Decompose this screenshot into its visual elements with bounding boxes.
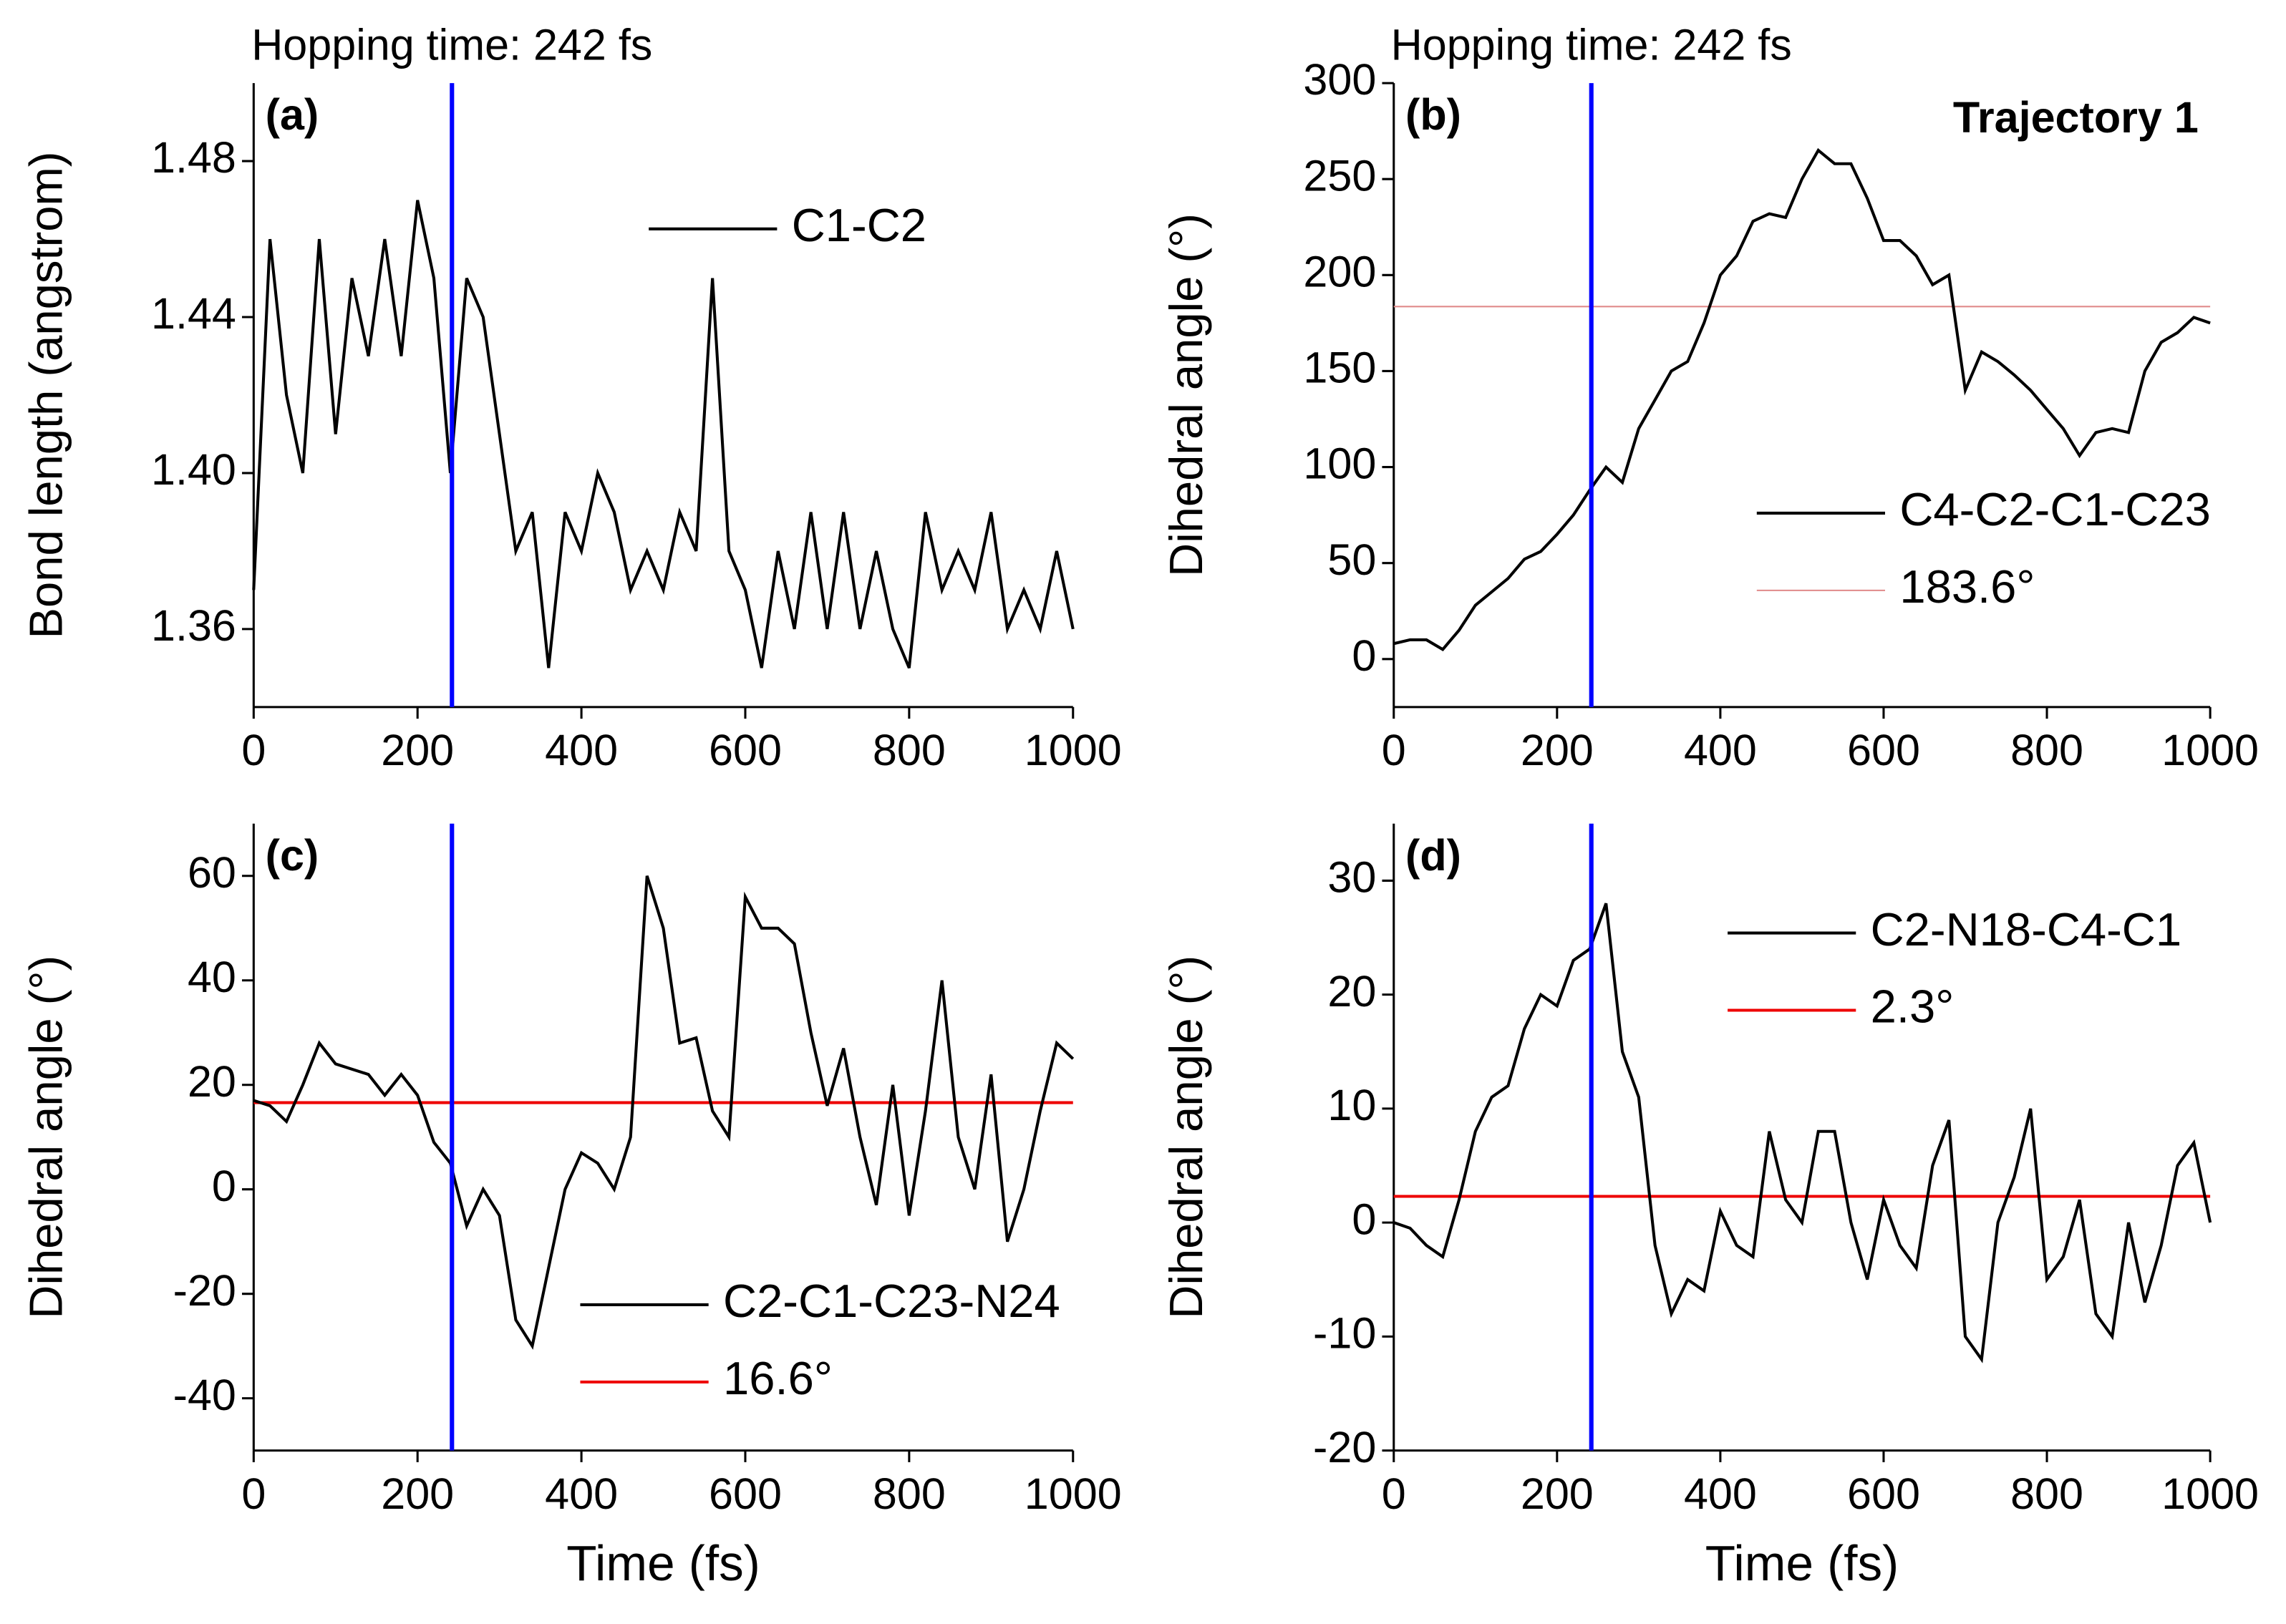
x-tick-label: 800 [2010,1469,2083,1518]
x-tick-label: 200 [1521,1469,1594,1518]
y-tick-label: 50 [1327,535,1376,584]
y-tick-label: -40 [173,1371,236,1419]
y-tick-label: 20 [188,1057,236,1106]
annotation: Hopping time: 242 fs [251,20,652,69]
legend-label: C2-N18-C4-C1 [1871,903,2181,956]
legend-label: C1-C2 [792,199,926,251]
x-tick-label: 800 [2010,726,2083,774]
data-line [252,200,1075,669]
y-tick-label: -10 [1313,1309,1376,1358]
x-tick-label: 1000 [1025,726,1122,774]
x-tick-label: 600 [1847,1469,1920,1518]
panel-label: (b) [1405,90,1461,139]
panel-label: (c) [266,831,319,880]
legend-label: 2.3° [1871,981,1955,1033]
y-tick-label: 300 [1303,55,1376,104]
data-line [1393,147,2211,652]
x-tick-label: 0 [241,1469,266,1518]
y-tick-label: 250 [1303,151,1376,200]
y-tick-label: 100 [1303,439,1376,488]
y-tick-label: 150 [1303,344,1376,392]
data-line [253,875,1075,1350]
y-tick-label: 0 [1352,1195,1376,1243]
legend-label: C2-C1-C23-N24 [723,1275,1060,1327]
legend-label: 183.6° [1899,560,2035,613]
legend-label: C4-C2-C1-C23 [1899,483,2210,535]
x-tick-label: 1000 [2161,1469,2259,1518]
panel: 0 200 400 600 800 1000 1.36 1.40 1.44 1.48 Bond le… [19,20,1121,774]
y-tick-label: 10 [1327,1081,1376,1129]
x-tick-label: 200 [381,1469,454,1518]
x-tick-label: 800 [873,1469,946,1518]
y-tick-label: 0 [1352,631,1376,680]
y-tick-label: 1.36 [151,601,236,650]
data-line [1393,903,2212,1363]
y-tick-label: 1.48 [151,133,236,182]
x-tick-label: 0 [1382,726,1406,774]
panel: 0 200 400 600 800 1000 0 50 100 150 200 250 300 Dihed… [1160,20,2259,774]
y-tick-label: 200 [1303,247,1376,296]
x-axis-label: Time (fs) [566,1535,760,1591]
y-axis-label: Dihedral angle (°) [1160,213,1212,577]
x-tick-label: 400 [1684,1469,1757,1518]
x-tick-label: 600 [1847,726,1920,774]
y-tick-label: 1.40 [151,445,236,494]
x-tick-label: 1000 [1025,1469,1122,1518]
x-tick-label: 600 [709,726,782,774]
y-tick-label: 0 [212,1162,236,1210]
x-tick-label: 1000 [2161,726,2259,774]
x-tick-label: 600 [709,1469,782,1518]
y-tick-label: 40 [188,953,236,1001]
chart-title: Trajectory 1 [1953,93,2199,142]
y-tick-label: 30 [1327,853,1376,902]
x-axis-label: Time (fs) [1705,1535,1899,1591]
y-axis-label: Dihedral angle (°) [1160,956,1212,1319]
panel-label: (d) [1405,831,1461,880]
y-tick-label: 20 [1327,967,1376,1016]
x-tick-label: 200 [381,726,454,774]
x-tick-label: 0 [1382,1469,1406,1518]
y-axis-label: Dihedral angle (°) [19,956,72,1319]
x-tick-label: 400 [1684,726,1757,774]
panel: 0 200 400 600 800 1000 -40 -20 0 20 40 60 Dihedral a… [19,823,1122,1591]
y-tick-label: -20 [1313,1423,1376,1472]
x-tick-label: 0 [241,726,266,774]
y-tick-label: 1.44 [151,289,236,338]
annotation: Hopping time: 242 fs [1391,20,1792,69]
legend-label: 16.6° [723,1352,833,1404]
x-tick-label: 800 [873,726,946,774]
y-tick-label: 60 [188,848,236,897]
y-tick-label: -20 [173,1266,236,1315]
x-tick-label: 400 [545,1469,618,1518]
y-axis-label: Bond length (angstrom) [19,151,72,638]
panel: 0 200 400 600 800 1000 -20 -10 0 10 20 30 Dihedral a… [1160,823,2259,1591]
x-tick-label: 400 [545,726,618,774]
panel-label: (a) [266,90,319,139]
x-tick-label: 200 [1521,726,1594,774]
